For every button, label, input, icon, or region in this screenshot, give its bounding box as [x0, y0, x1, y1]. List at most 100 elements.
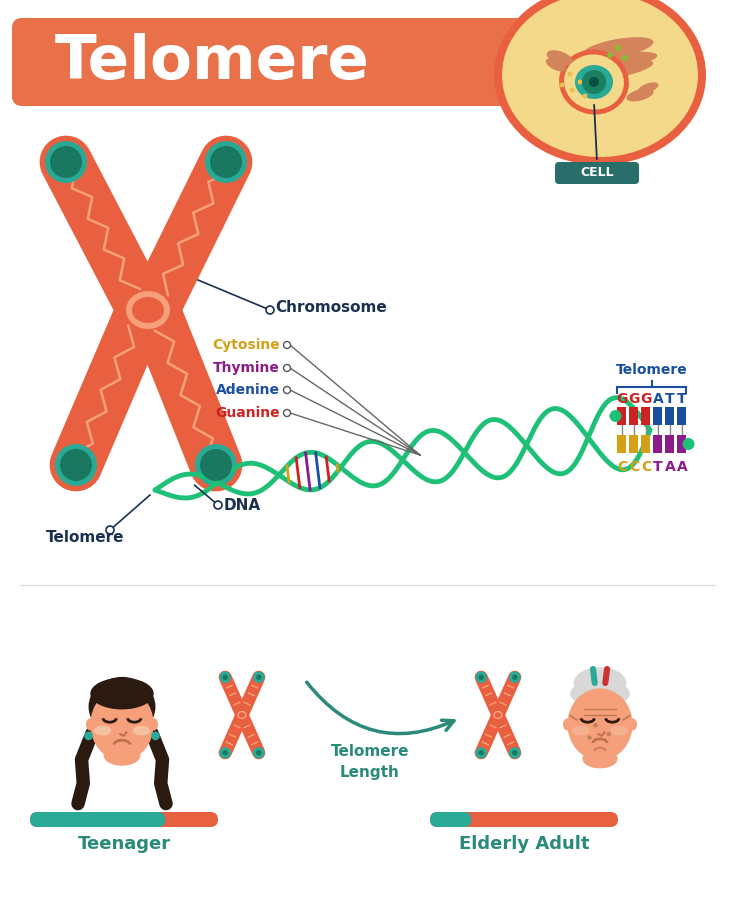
Text: C: C — [629, 460, 639, 474]
FancyBboxPatch shape — [30, 812, 218, 827]
Circle shape — [478, 750, 484, 755]
Text: DNA: DNA — [224, 498, 261, 512]
Text: Chromosome: Chromosome — [275, 301, 387, 316]
Text: Teenager: Teenager — [77, 835, 171, 853]
Ellipse shape — [90, 688, 154, 760]
Bar — [678, 407, 686, 425]
Text: C: C — [617, 460, 627, 474]
Text: Telomere
Length: Telomere Length — [331, 744, 409, 780]
Ellipse shape — [239, 713, 245, 717]
Ellipse shape — [559, 50, 629, 114]
Ellipse shape — [547, 50, 573, 66]
Ellipse shape — [86, 718, 95, 731]
Circle shape — [256, 750, 262, 755]
Ellipse shape — [494, 0, 706, 165]
Circle shape — [45, 141, 87, 183]
Circle shape — [253, 747, 265, 759]
FancyBboxPatch shape — [12, 18, 552, 106]
Circle shape — [567, 71, 573, 76]
Bar — [629, 435, 639, 453]
Text: CELL: CELL — [580, 166, 614, 179]
Text: C: C — [641, 460, 651, 474]
Ellipse shape — [493, 711, 503, 719]
Ellipse shape — [583, 37, 653, 58]
Circle shape — [214, 501, 222, 509]
Text: Guanine: Guanine — [215, 406, 280, 420]
Circle shape — [512, 674, 517, 680]
Circle shape — [509, 671, 520, 683]
Circle shape — [205, 141, 247, 183]
Circle shape — [593, 723, 598, 727]
Bar — [665, 407, 675, 425]
Circle shape — [220, 671, 231, 683]
Ellipse shape — [626, 88, 653, 102]
Ellipse shape — [132, 297, 164, 323]
Ellipse shape — [237, 711, 247, 719]
Text: A: A — [653, 392, 664, 406]
Ellipse shape — [502, 0, 698, 157]
Text: Telomere: Telomere — [54, 32, 369, 92]
Circle shape — [559, 83, 564, 87]
Circle shape — [582, 70, 606, 94]
Ellipse shape — [572, 725, 589, 735]
Ellipse shape — [587, 60, 653, 80]
Text: T: T — [677, 392, 686, 406]
Ellipse shape — [149, 718, 158, 731]
Circle shape — [50, 146, 82, 178]
Circle shape — [256, 674, 262, 680]
Circle shape — [683, 438, 695, 450]
Text: T: T — [665, 392, 675, 406]
Bar — [653, 435, 662, 453]
Text: Elderly Adult: Elderly Adult — [459, 835, 589, 853]
Ellipse shape — [90, 678, 154, 709]
Circle shape — [55, 444, 97, 486]
Ellipse shape — [573, 667, 626, 699]
Ellipse shape — [611, 725, 628, 735]
Text: G: G — [640, 392, 652, 406]
Ellipse shape — [563, 718, 572, 731]
Circle shape — [589, 77, 599, 87]
Circle shape — [151, 732, 159, 740]
Circle shape — [476, 747, 487, 759]
Circle shape — [476, 671, 487, 683]
Ellipse shape — [628, 718, 637, 731]
Circle shape — [606, 732, 611, 736]
Text: A: A — [664, 460, 675, 474]
Text: Adenine: Adenine — [216, 383, 280, 397]
Circle shape — [284, 410, 290, 417]
Ellipse shape — [582, 749, 617, 769]
FancyBboxPatch shape — [30, 812, 165, 827]
Circle shape — [85, 732, 93, 740]
Ellipse shape — [637, 82, 659, 94]
Circle shape — [195, 444, 237, 486]
Text: G: G — [628, 392, 639, 406]
Ellipse shape — [126, 291, 170, 329]
Text: G: G — [617, 392, 628, 406]
Circle shape — [223, 750, 228, 755]
Text: Telomere: Telomere — [616, 363, 688, 377]
Circle shape — [106, 526, 114, 534]
Circle shape — [587, 735, 592, 740]
Ellipse shape — [88, 677, 155, 737]
Ellipse shape — [94, 725, 112, 735]
Circle shape — [210, 146, 242, 178]
Circle shape — [220, 747, 231, 759]
Bar — [617, 435, 626, 453]
Ellipse shape — [546, 58, 566, 71]
Circle shape — [578, 79, 583, 85]
Circle shape — [284, 386, 290, 393]
FancyBboxPatch shape — [555, 162, 639, 184]
Text: T: T — [653, 460, 663, 474]
Circle shape — [223, 674, 228, 680]
Circle shape — [615, 45, 621, 51]
Circle shape — [478, 674, 484, 680]
Circle shape — [266, 306, 274, 314]
Bar — [653, 407, 662, 425]
Circle shape — [583, 94, 587, 98]
Bar — [678, 435, 686, 453]
FancyBboxPatch shape — [430, 812, 618, 827]
Ellipse shape — [132, 725, 150, 735]
Circle shape — [512, 750, 517, 755]
Circle shape — [60, 449, 92, 481]
Bar — [629, 407, 639, 425]
